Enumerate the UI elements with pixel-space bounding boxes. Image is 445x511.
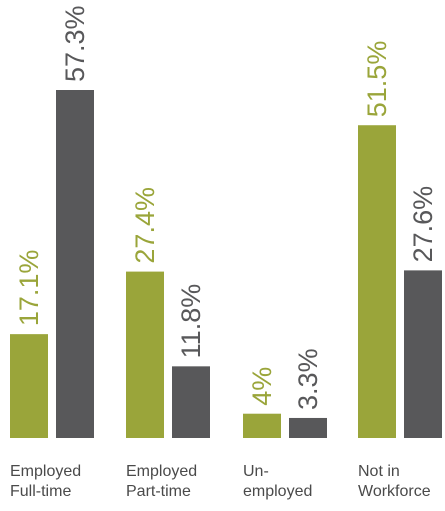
data-label-employed-part-time-series-2: 11.8% xyxy=(176,284,206,359)
data-label-not-in-workforce-series-2: 27.6% xyxy=(408,186,438,263)
data-label-employed-part-time-series-1: 27.4% xyxy=(130,187,160,264)
data-label-employed-full-time-series-1: 17.1% xyxy=(14,250,44,327)
data-label-unemployed-series-2: 3.3% xyxy=(293,348,323,410)
bar-unemployed-series-1 xyxy=(243,413,281,438)
bar-not-in-workforce-series-1 xyxy=(358,125,396,438)
category-label-line: Not in xyxy=(358,463,400,480)
bar-unemployed-series-2 xyxy=(289,417,327,438)
category-label-line: Full-time xyxy=(10,483,72,500)
category-label-line: Part-time xyxy=(126,483,191,500)
category-label-line: Un- xyxy=(243,463,269,480)
category-label-employed-part-time: Employed Part-time xyxy=(126,462,197,502)
category-label-line: Workforce xyxy=(358,483,431,500)
bar-employed-part-time-series-1 xyxy=(126,271,164,438)
category-label-line: Employed xyxy=(126,463,198,480)
category-label-line: Employed xyxy=(10,463,82,480)
bar-not-in-workforce-series-2 xyxy=(404,270,442,438)
category-label-not-in-workforce: Not in Workforce xyxy=(358,462,431,502)
data-label-unemployed-series-1: 4% xyxy=(247,367,277,406)
data-label-not-in-workforce-series-1: 51.5% xyxy=(362,41,392,118)
bar-employed-full-time-series-1 xyxy=(10,334,48,438)
category-label-line: employed xyxy=(243,483,313,500)
bar-employed-full-time-series-2 xyxy=(56,90,94,438)
data-label-employed-full-time-series-2: 57.3% xyxy=(60,5,90,82)
category-label-employed-full-time: Employed Full-time xyxy=(10,462,81,502)
bar-employed-part-time-series-2 xyxy=(172,366,210,438)
category-label-unemployed: Un- employed xyxy=(243,462,312,502)
